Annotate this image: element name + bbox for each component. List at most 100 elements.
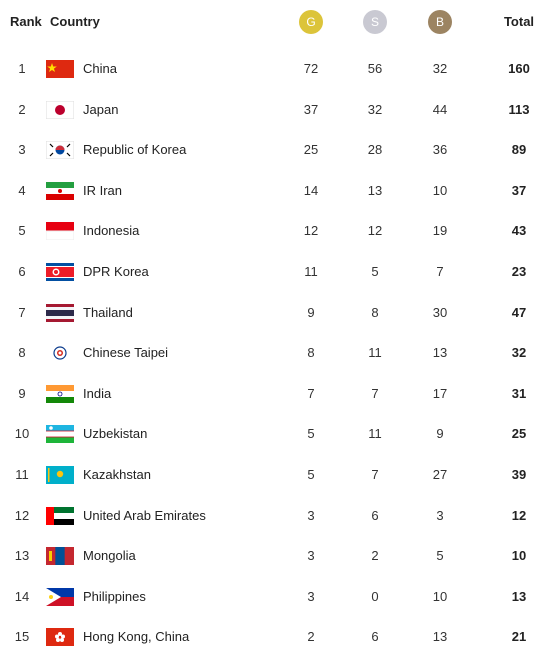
- flag-icon: [46, 303, 74, 327]
- total-count: 21: [511, 629, 527, 645]
- flag: [46, 60, 74, 78]
- gold-count: 72: [303, 61, 319, 76]
- total-count: 160: [508, 61, 530, 76]
- silver-count: 6: [371, 507, 379, 523]
- flag: [45, 222, 75, 241]
- bronze-count: 44: [432, 101, 448, 117]
- bronze-count: 5: [436, 548, 444, 564]
- bronze-count: 13: [432, 629, 448, 645]
- silver-count: 8: [371, 304, 379, 320]
- flag-icon: [46, 344, 74, 367]
- gold-count: 5: [307, 426, 315, 442]
- flag-icon: [45, 100, 75, 124]
- flag-icon: [46, 60, 74, 83]
- gold-count: 37: [303, 101, 319, 117]
- gold-count: 11: [304, 264, 318, 279]
- silver-count: 13: [367, 182, 383, 198]
- silver-count: 7: [371, 385, 379, 401]
- gold-count: 3: [307, 507, 315, 523]
- country-name: Uzbekistan: [83, 426, 148, 442]
- flag: [46, 263, 74, 281]
- silver-count: 2: [371, 548, 379, 564]
- bronze-count: 19: [432, 223, 448, 239]
- rank: 3: [18, 142, 26, 158]
- silver-count: 7: [371, 467, 379, 482]
- total-count: 39: [511, 467, 527, 482]
- gold-count: 2: [307, 629, 315, 645]
- flag: [46, 384, 74, 403]
- bronze-count: 17: [432, 385, 448, 401]
- rank: 14: [14, 588, 30, 604]
- rank: 10: [14, 426, 30, 442]
- gold-count: 9: [307, 304, 315, 320]
- flag-icon: [46, 181, 74, 205]
- silver-count: 11: [368, 426, 382, 442]
- silver-count: 5: [371, 264, 379, 279]
- total-count: 13: [511, 588, 527, 604]
- bronze-count: 7: [436, 264, 444, 279]
- flag-icon: [45, 140, 75, 164]
- flag: [46, 466, 74, 484]
- gold-count: 3: [307, 548, 315, 564]
- rank: 9: [18, 385, 26, 401]
- rank: 4: [18, 182, 26, 198]
- country-name: Philippines: [83, 588, 146, 604]
- flag-icon: [46, 466, 74, 489]
- header-total: Total: [503, 14, 535, 29]
- rank: 12: [14, 507, 30, 523]
- total-count: 25: [511, 426, 527, 442]
- flag-icon: [46, 425, 74, 448]
- country-name: Thailand: [83, 304, 133, 320]
- flag: [45, 100, 75, 120]
- total-count: 113: [508, 101, 530, 117]
- flag-icon: [46, 587, 74, 611]
- country-name: China: [83, 61, 117, 76]
- silver-count: 28: [367, 142, 383, 158]
- flag: [46, 303, 74, 322]
- rank: 5: [18, 223, 26, 239]
- gold-count: 3: [307, 588, 315, 604]
- country-name: Indonesia: [83, 223, 140, 239]
- rank: 2: [18, 101, 26, 117]
- flag: [46, 587, 74, 606]
- gold-count: 12: [303, 223, 319, 239]
- flag-icon: [46, 263, 74, 286]
- country-name: DPR Korea: [83, 264, 149, 279]
- silver-count: 11: [368, 345, 382, 361]
- bronze-count: 13: [432, 345, 448, 361]
- rank: 13: [14, 548, 30, 564]
- silver-count: 56: [367, 61, 383, 76]
- bronze-count: 9: [436, 426, 444, 442]
- country-name: Japan: [83, 101, 119, 117]
- medal-icon: G: [299, 10, 323, 34]
- bronze-count: 10: [432, 182, 448, 198]
- rank: 11: [15, 467, 29, 482]
- gold-count: 14: [303, 182, 319, 198]
- total-count: 43: [511, 223, 527, 239]
- gold-count: 8: [307, 345, 315, 361]
- flag-icon: [46, 506, 74, 530]
- bronze-count: 10: [432, 588, 448, 604]
- total-count: 12: [511, 507, 527, 523]
- bronze-count: 30: [432, 304, 448, 320]
- total-count: 31: [511, 385, 527, 401]
- flag: [46, 506, 74, 525]
- flag-icon: [45, 222, 75, 245]
- total-count: 47: [511, 304, 527, 320]
- gold-count: 25: [303, 142, 319, 158]
- country-name: Kazakhstan: [83, 467, 151, 482]
- flag: [46, 425, 74, 444]
- medal-icon: B: [428, 10, 452, 34]
- header-rank: Rank: [10, 14, 42, 29]
- silver-count: 0: [371, 588, 379, 604]
- flag-icon: [46, 547, 74, 570]
- country-name: IR Iran: [83, 182, 123, 198]
- silver-count: 12: [367, 223, 383, 239]
- flag: [46, 547, 74, 566]
- flag: [45, 140, 75, 160]
- flag: [46, 344, 74, 363]
- bronze-count: 3: [436, 507, 444, 523]
- flag: [46, 628, 74, 647]
- total-count: 10: [511, 548, 527, 564]
